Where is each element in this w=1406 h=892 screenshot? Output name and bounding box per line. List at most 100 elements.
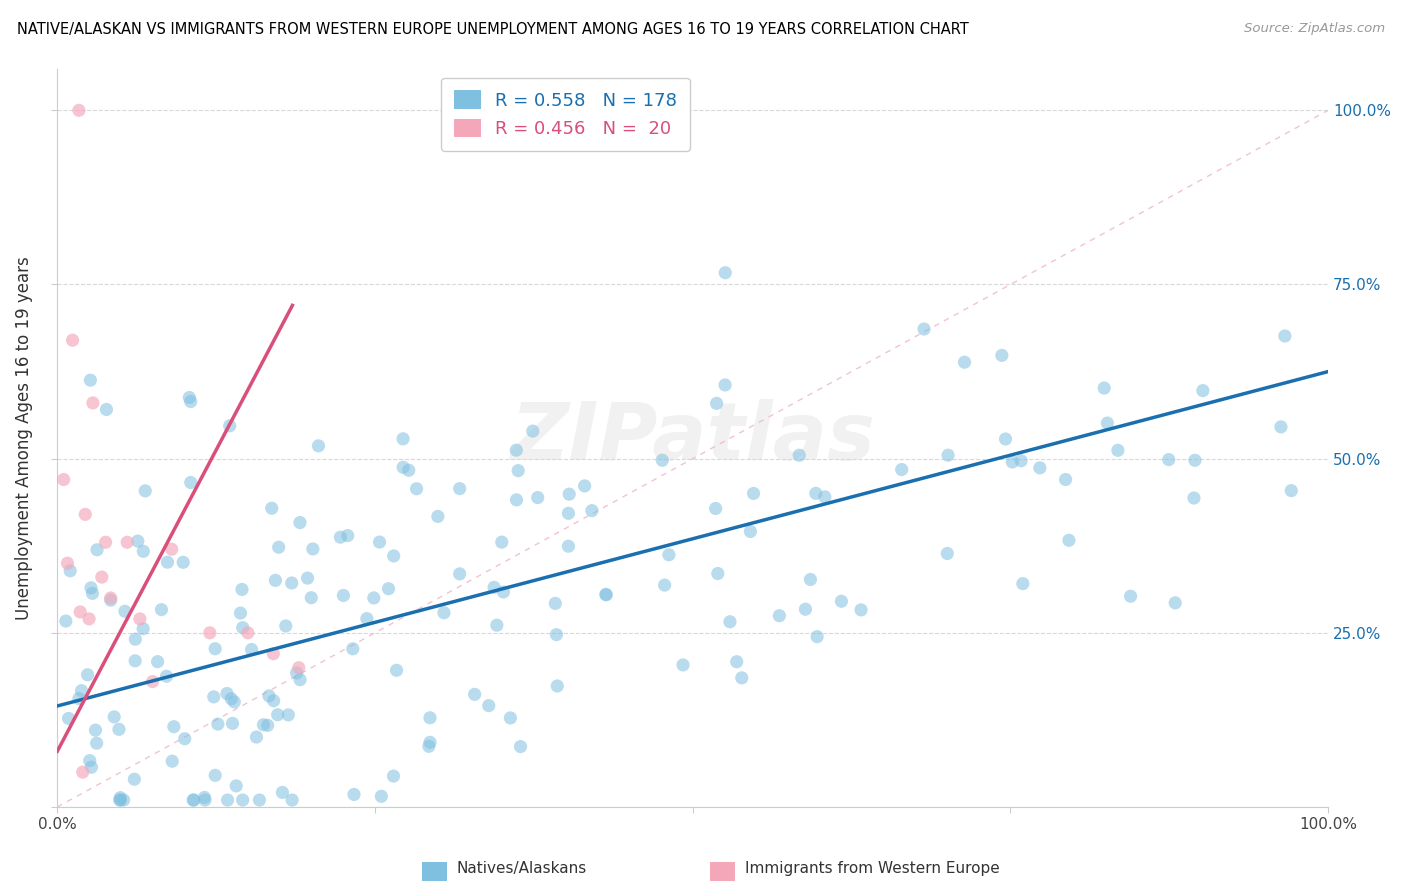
Immigrants from Western Europe — [287, 660, 309, 674]
Natives/Alaskans — [67, 691, 90, 706]
Natives/Alaskans — [707, 566, 730, 581]
Natives/Alaskans — [202, 690, 225, 704]
Natives/Alaskans — [124, 772, 146, 787]
Natives/Alaskans — [731, 671, 754, 685]
Natives/Alaskans — [180, 394, 202, 409]
Natives/Alaskans — [449, 482, 471, 496]
Natives/Alaskans — [499, 711, 522, 725]
Natives/Alaskans — [1057, 533, 1080, 548]
Natives/Alaskans — [714, 378, 737, 392]
Natives/Alaskans — [127, 534, 149, 549]
Natives/Alaskans — [890, 462, 912, 476]
Natives/Alaskans — [343, 788, 366, 802]
Natives/Alaskans — [830, 594, 852, 608]
Natives/Alaskans — [179, 391, 201, 405]
Natives/Alaskans — [356, 611, 378, 625]
Natives/Alaskans — [382, 769, 405, 783]
Natives/Alaskans — [849, 603, 872, 617]
Natives/Alaskans — [912, 322, 935, 336]
Natives/Alaskans — [155, 669, 177, 683]
Natives/Alaskans — [953, 355, 976, 369]
Natives/Alaskans — [79, 373, 101, 387]
Immigrants from Western Europe — [90, 570, 112, 584]
Immigrants from Western Europe — [236, 625, 259, 640]
Natives/Alaskans — [385, 663, 408, 677]
Natives/Alaskans — [672, 657, 695, 672]
Natives/Alaskans — [994, 432, 1017, 446]
Natives/Alaskans — [768, 608, 790, 623]
Natives/Alaskans — [558, 487, 581, 501]
Immigrants from Western Europe — [77, 612, 100, 626]
Natives/Alaskans — [1270, 420, 1292, 434]
Natives/Alaskans — [245, 730, 267, 744]
Natives/Alaskans — [464, 687, 486, 701]
Natives/Alaskans — [280, 576, 302, 591]
Natives/Alaskans — [80, 581, 103, 595]
Immigrants from Western Europe — [115, 535, 138, 549]
Natives/Alaskans — [1274, 329, 1296, 343]
Natives/Alaskans — [595, 588, 617, 602]
Immigrants from Western Europe — [94, 535, 117, 549]
Natives/Alaskans — [1092, 381, 1115, 395]
Natives/Alaskans — [574, 479, 596, 493]
Natives/Alaskans — [1279, 483, 1302, 498]
Natives/Alaskans — [55, 614, 77, 628]
Natives/Alaskans — [658, 548, 681, 562]
Natives/Alaskans — [418, 739, 440, 754]
Natives/Alaskans — [124, 632, 146, 647]
Immigrants from Western Europe — [67, 103, 90, 118]
Natives/Alaskans — [299, 591, 322, 605]
Natives/Alaskans — [505, 443, 527, 458]
Natives/Alaskans — [1192, 384, 1215, 398]
Natives/Alaskans — [256, 718, 278, 732]
Natives/Alaskans — [546, 679, 568, 693]
Natives/Alaskans — [478, 698, 501, 713]
Natives/Alaskans — [267, 540, 290, 554]
Natives/Alaskans — [264, 574, 287, 588]
Natives/Alaskans — [224, 695, 246, 709]
Natives/Alaskans — [794, 602, 817, 616]
Natives/Alaskans — [546, 627, 568, 641]
Natives/Alaskans — [595, 587, 617, 601]
Natives/Alaskans — [557, 539, 579, 553]
Natives/Alaskans — [156, 555, 179, 569]
Natives/Alaskans — [1157, 452, 1180, 467]
Immigrants from Western Europe — [129, 612, 152, 626]
Natives/Alaskans — [219, 691, 242, 706]
Natives/Alaskans — [377, 582, 399, 596]
Natives/Alaskans — [491, 535, 513, 549]
Natives/Alaskans — [557, 506, 579, 520]
Natives/Alaskans — [1054, 473, 1077, 487]
Natives/Alaskans — [217, 793, 239, 807]
Natives/Alaskans — [382, 549, 405, 563]
Natives/Alaskans — [368, 535, 391, 549]
Natives/Alaskans — [281, 793, 304, 807]
Natives/Alaskans — [329, 530, 352, 544]
Y-axis label: Unemployment Among Ages 16 to 19 years: Unemployment Among Ages 16 to 19 years — [15, 256, 32, 620]
Natives/Alaskans — [59, 564, 82, 578]
Natives/Alaskans — [1001, 455, 1024, 469]
Natives/Alaskans — [1164, 596, 1187, 610]
Natives/Alaskans — [1182, 491, 1205, 505]
Immigrants from Western Europe — [160, 542, 183, 557]
Immigrants from Western Europe — [82, 396, 104, 410]
Natives/Alaskans — [426, 509, 449, 524]
Natives/Alaskans — [651, 453, 673, 467]
Natives/Alaskans — [522, 424, 544, 438]
Natives/Alaskans — [814, 490, 837, 504]
Natives/Alaskans — [231, 582, 253, 597]
Natives/Alaskans — [108, 723, 131, 737]
Natives/Alaskans — [194, 793, 217, 807]
Natives/Alaskans — [288, 673, 311, 687]
Text: Source: ZipAtlas.com: Source: ZipAtlas.com — [1244, 22, 1385, 36]
Natives/Alaskans — [232, 793, 254, 807]
Natives/Alaskans — [308, 439, 330, 453]
Natives/Alaskans — [124, 654, 146, 668]
Natives/Alaskans — [82, 586, 104, 600]
Natives/Alaskans — [509, 739, 531, 754]
Natives/Alaskans — [991, 348, 1014, 362]
Natives/Alaskans — [492, 585, 515, 599]
Natives/Alaskans — [80, 760, 103, 774]
Natives/Alaskans — [132, 544, 155, 558]
Natives/Alaskans — [249, 793, 271, 807]
